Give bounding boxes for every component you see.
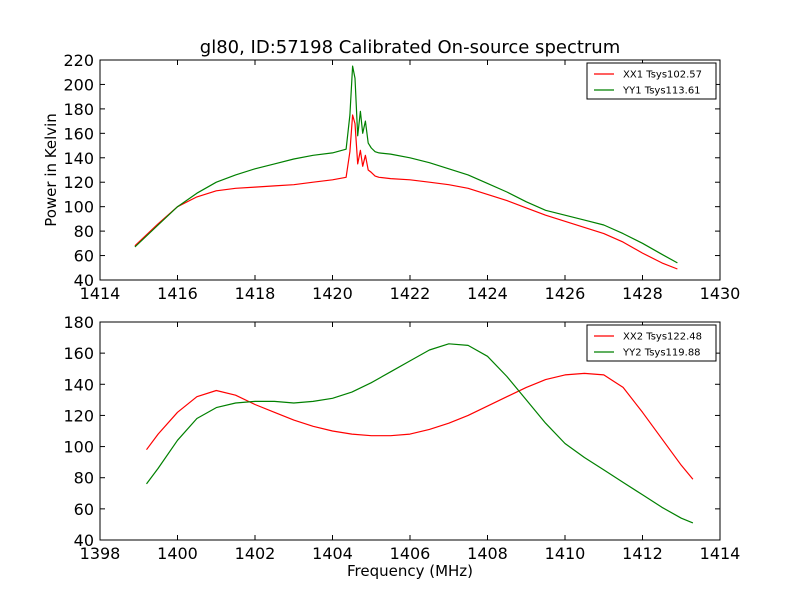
y-tick-label: 160 bbox=[63, 124, 94, 143]
series-line-xx bbox=[134, 114, 678, 270]
x-tick-label: 1404 bbox=[312, 544, 353, 563]
y-tick-label: 80 bbox=[74, 469, 94, 488]
series-line-yy bbox=[146, 343, 694, 524]
legend-box bbox=[586, 62, 717, 100]
legend-label: XX2 Tsys122.48 bbox=[623, 332, 702, 343]
x-tick-label: 1418 bbox=[235, 284, 276, 303]
x-tick-label: 1400 bbox=[157, 544, 198, 563]
legend-label: YY2 Tsys119.88 bbox=[622, 348, 701, 359]
x-tick-label: 1406 bbox=[390, 544, 431, 563]
legend: XX1 Tsys102.57 YY1 Tsys113.61 bbox=[586, 62, 717, 100]
series-line-xx bbox=[146, 372, 694, 480]
chart-title: gl80, ID:57198 Calibrated On-source spec… bbox=[200, 37, 620, 58]
legend-box bbox=[586, 324, 717, 362]
x-axis-label: Frequency (MHz) bbox=[347, 562, 473, 580]
x-tick-label: 1398 bbox=[80, 544, 121, 563]
x-tick-label: 1412 bbox=[622, 544, 663, 563]
x-tick-label: 1410 bbox=[545, 544, 586, 563]
y-tick-label: 40 bbox=[74, 271, 94, 290]
y-tick-label: 220 bbox=[63, 51, 94, 70]
y-tick-label: 140 bbox=[63, 149, 94, 168]
y-axis-label: Power in Kelvin bbox=[42, 113, 60, 227]
x-tick-label: 1430 bbox=[700, 284, 741, 303]
x-tick-label: 1422 bbox=[390, 284, 431, 303]
x-tick-label: 1414 bbox=[80, 284, 121, 303]
x-tick-label: 1402 bbox=[235, 544, 276, 563]
x-tick-label: 1414 bbox=[700, 544, 741, 563]
y-tick-label: 60 bbox=[74, 247, 94, 266]
top-spectrum-plot: 1414 1416 1418 1420 1422 1424 1426 1428 1430 40 60… bbox=[63, 51, 740, 303]
x-tick-label: 1426 bbox=[545, 284, 586, 303]
bottom-spectrum-plot: 1398 1400 1402 1404 1406 1408 1410 1412 1414 40 60… bbox=[63, 313, 740, 563]
y-tick-label: 200 bbox=[63, 75, 94, 94]
y-tick-label: 160 bbox=[63, 344, 94, 363]
x-tick-label: 1416 bbox=[157, 284, 198, 303]
x-tick-label: 1420 bbox=[312, 284, 353, 303]
y-tick-label: 100 bbox=[63, 198, 94, 217]
series-line-yy bbox=[134, 65, 678, 264]
legend: XX2 Tsys122.48 YY2 Tsys119.88 bbox=[586, 324, 717, 362]
legend-label: XX1 Tsys102.57 bbox=[623, 70, 702, 81]
y-tick-label: 120 bbox=[63, 406, 94, 425]
x-tick-label: 1408 bbox=[467, 544, 508, 563]
y-tick-label: 60 bbox=[74, 500, 94, 519]
y-tick-label: 180 bbox=[63, 313, 94, 332]
x-tick-label: 1428 bbox=[622, 284, 663, 303]
x-tick-label: 1424 bbox=[467, 284, 508, 303]
legend-label: YY1 Tsys113.61 bbox=[622, 86, 701, 97]
y-tick-label: 120 bbox=[63, 173, 94, 192]
y-tick-label: 40 bbox=[74, 531, 94, 550]
y-tick-label: 180 bbox=[63, 100, 94, 119]
y-tick-label: 100 bbox=[63, 438, 94, 457]
y-tick-label: 140 bbox=[63, 375, 94, 394]
y-tick-label: 80 bbox=[74, 222, 94, 241]
